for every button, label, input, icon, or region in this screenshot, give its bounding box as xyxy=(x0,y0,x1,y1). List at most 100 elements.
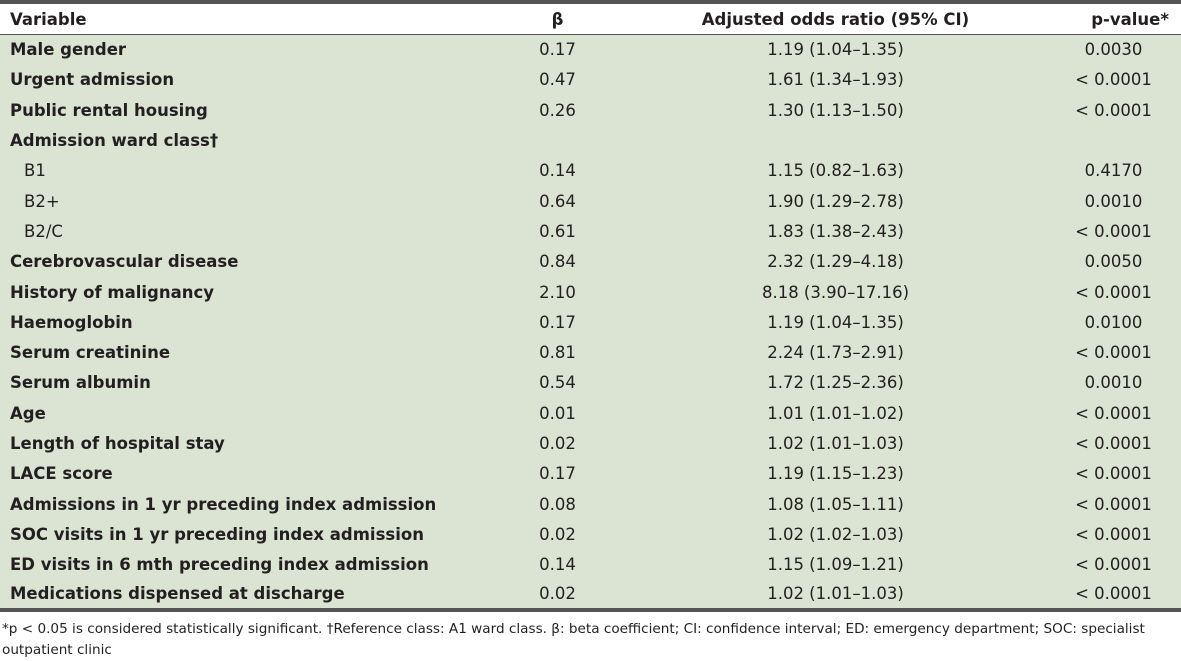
header-beta: β xyxy=(470,0,645,35)
cell-p-value: < 0.0001 xyxy=(1075,282,1152,302)
cell-p-value: 0.0050 xyxy=(1084,252,1143,272)
cell-p-value: < 0.0001 xyxy=(1075,494,1152,514)
cell-odds-ratio: 2.24 (1.73–2.91) xyxy=(767,343,904,363)
cell-beta: 0.84 xyxy=(539,252,576,272)
table-row: Medications dispensed at discharge 0.02 1.… xyxy=(0,579,1181,613)
cell-odds-ratio: 1.15 (1.09–1.21) xyxy=(767,555,904,575)
cell-beta: 0.54 xyxy=(539,373,576,393)
cell-p-value: 0.0100 xyxy=(1084,312,1143,332)
cell-p-value: < 0.0001 xyxy=(1075,524,1152,544)
cell-variable: B2+ xyxy=(24,191,60,211)
table-row: Admission ward class† xyxy=(0,125,1181,156)
table-footnote: *p < 0.05 is considered statistically si… xyxy=(2,621,1145,658)
table-row: Urgent admission 0.47 1.61 (1.34–1.93) < 0.… xyxy=(0,64,1181,96)
table-row: Male gender 0.17 1.19 (1.04–1.35) 0.0030 xyxy=(0,34,1181,65)
table-header: Variable β Adjusted odds ratio (95% CI) … xyxy=(0,0,1181,35)
cell-p-value: < 0.0001 xyxy=(1026,579,1181,613)
cell-beta: 0.26 xyxy=(539,100,576,120)
cell-p-value: < 0.0001 xyxy=(1075,343,1152,363)
table-row: Length of hospital stay 0.02 1.02 (1.01–1.… xyxy=(0,428,1181,459)
cell-p-value: 0.4170 xyxy=(1084,161,1143,181)
header-p-value: p-value* xyxy=(1026,0,1181,35)
cell-odds-ratio: 1.02 (1.02–1.03) xyxy=(767,524,904,544)
cell-variable: Admissions in 1 yr preceding index admis… xyxy=(10,494,437,514)
cell-variable: B2/C xyxy=(24,221,63,241)
cell-odds-ratio: 1.01 (1.01–1.02) xyxy=(767,403,904,423)
cell-variable: Age xyxy=(10,403,46,423)
cell-odds-ratio: 1.19 (1.15–1.23) xyxy=(767,464,904,484)
cell-beta: 0.14 xyxy=(539,161,576,181)
cell-beta: 0.02 xyxy=(539,524,576,544)
cell-variable: Cerebrovascular disease xyxy=(10,252,239,272)
cell-odds-ratio: 1.15 (0.82–1.63) xyxy=(767,161,904,181)
cell-variable: Urgent admission xyxy=(10,70,175,90)
cell-odds-ratio: 1.02 (1.01–1.03) xyxy=(645,579,1026,613)
cell-p-value: < 0.0001 xyxy=(1075,70,1152,90)
table-row: SOC visits in 1 yr preceding index admis… xyxy=(0,519,1181,550)
cell-odds-ratio: 8.18 (3.90–17.16) xyxy=(761,282,910,302)
cell-odds-ratio: 1.08 (1.05–1.11) xyxy=(767,494,904,514)
cell-variable: Haemoglobin xyxy=(10,312,133,332)
cell-odds-ratio: 1.19 (1.04–1.35) xyxy=(767,312,904,332)
cell-beta: 0.01 xyxy=(539,403,576,423)
cell-variable: Male gender xyxy=(10,40,127,60)
cell-beta: 0.17 xyxy=(539,312,576,332)
cell-odds-ratio: 1.72 (1.25–2.36) xyxy=(767,373,904,393)
cell-p-value: 0.0030 xyxy=(1084,40,1143,60)
cell-p-value xyxy=(1026,125,1181,155)
cell-odds-ratio: 1.90 (1.29–2.78) xyxy=(767,191,904,211)
table-row: B1 0.14 1.15 (0.82–1.63) 0.4170 xyxy=(0,155,1181,186)
cell-p-value: < 0.0001 xyxy=(1075,221,1152,241)
table-row: LACE score 0.17 1.19 (1.15–1.23) < 0.0001 xyxy=(0,458,1181,489)
table-row: Cerebrovascular disease 0.84 2.32 (1.29–4.… xyxy=(0,246,1181,277)
cell-p-value: < 0.0001 xyxy=(1075,464,1152,484)
cell-beta: 0.02 xyxy=(539,434,576,453)
table-row: Serum creatinine 0.81 2.24 (1.73–2.91) < 0.… xyxy=(0,337,1181,368)
cell-odds-ratio: 1.61 (1.34–1.93) xyxy=(767,70,904,90)
table-row: B2+ 0.64 1.90 (1.29–2.78) 0.0010 xyxy=(0,185,1181,217)
table-row: Age 0.01 1.01 (1.01–1.02) < 0.0001 xyxy=(0,398,1181,429)
cell-variable: LACE score xyxy=(10,464,113,484)
cell-p-value: 0.0010 xyxy=(1084,373,1143,393)
cell-variable: Medications dispensed at discharge xyxy=(0,579,470,613)
cell-p-value: 0.0010 xyxy=(1084,191,1143,211)
cell-p-value: < 0.0001 xyxy=(1075,100,1152,120)
cell-beta: 0.08 xyxy=(539,494,576,514)
cell-p-value: < 0.0001 xyxy=(1075,555,1152,575)
cell-beta: 0.81 xyxy=(539,343,576,363)
cell-beta: 0.47 xyxy=(539,70,576,90)
table-body: Male gender 0.17 1.19 (1.04–1.35) 0.0030 Urg… xyxy=(0,34,1181,613)
table-row: Public rental housing 0.26 1.30 (1.13–1.50… xyxy=(0,95,1181,126)
cell-variable: B1 xyxy=(24,161,46,181)
cell-odds-ratio: 2.32 (1.29–4.18) xyxy=(767,252,904,272)
cell-beta xyxy=(470,125,645,155)
cell-beta: 0.17 xyxy=(539,40,576,60)
cell-variable: Length of hospital stay xyxy=(10,434,225,453)
table-row: Admissions in 1 yr preceding index admis… xyxy=(0,488,1181,520)
cell-odds-ratio xyxy=(645,125,1026,155)
cell-variable: Serum albumin xyxy=(10,373,151,393)
cell-beta: 2.10 xyxy=(539,282,576,302)
cell-variable: Admission ward class† xyxy=(10,131,219,151)
cell-p-value: < 0.0001 xyxy=(1075,403,1152,423)
cell-odds-ratio: 1.19 (1.04–1.35) xyxy=(767,40,904,60)
results-table-container: Variable β Adjusted odds ratio (95% CI) … xyxy=(0,0,1181,613)
cell-variable: ED visits in 6 mth preceding index admis… xyxy=(10,555,429,575)
header-row: Variable β Adjusted odds ratio (95% CI) … xyxy=(0,0,1181,35)
cell-beta: 0.17 xyxy=(539,464,576,484)
cell-variable: Serum creatinine xyxy=(10,343,171,363)
cell-beta: 0.64 xyxy=(539,191,576,211)
cell-beta: 0.61 xyxy=(539,221,576,241)
cell-p-value: < 0.0001 xyxy=(1075,434,1152,453)
cell-variable: History of malignancy xyxy=(10,282,215,302)
table-row: Serum albumin 0.54 1.72 (1.25–2.36) 0.0010 xyxy=(0,367,1181,399)
cell-odds-ratio: 1.30 (1.13–1.50) xyxy=(767,100,904,120)
results-table: Variable β Adjusted odds ratio (95% CI) … xyxy=(0,0,1181,613)
header-variable: Variable xyxy=(0,0,470,35)
table-row: History of malignancy 2.10 8.18 (3.90–17.1… xyxy=(0,276,1181,308)
cell-odds-ratio: 1.02 (1.01–1.03) xyxy=(767,434,904,453)
table-row: Haemoglobin 0.17 1.19 (1.04–1.35) 0.0100 xyxy=(0,307,1181,338)
cell-beta: 0.14 xyxy=(539,555,576,575)
cell-odds-ratio: 1.83 (1.38–2.43) xyxy=(767,221,904,241)
cell-beta: 0.02 xyxy=(470,579,645,613)
